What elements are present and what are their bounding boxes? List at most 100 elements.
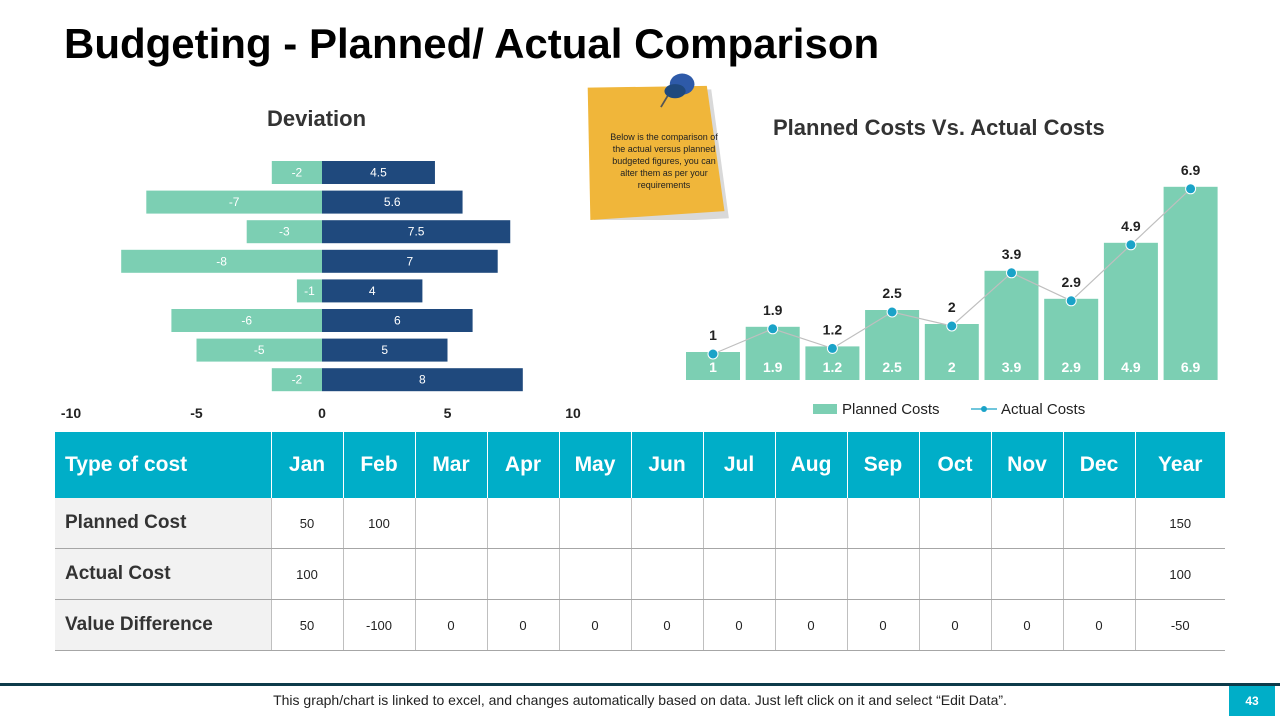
deviation-negative-label: -1 — [304, 284, 315, 298]
column-header: Jun — [630, 432, 703, 498]
table-cell[interactable] — [414, 498, 487, 549]
table-cell[interactable]: 0 — [918, 599, 991, 651]
table-cell[interactable]: 0 — [846, 599, 919, 651]
table-body: Planned Cost 50 100 150 Actual Cost 100 100 Val… — [55, 498, 1225, 651]
table-cell[interactable] — [414, 548, 487, 600]
deviation-negative-bar — [271, 161, 322, 184]
table-cell[interactable]: 150 — [1134, 498, 1225, 549]
column-header: Jul — [702, 432, 775, 498]
column-header: Dec — [1062, 432, 1135, 498]
actual-cost-point — [886, 306, 898, 318]
planned-cost-label: 6.9 — [1181, 359, 1201, 375]
column-header: May — [558, 432, 631, 498]
column-header-type: Type of cost — [55, 432, 271, 498]
column-header: Oct — [918, 432, 991, 498]
planned-cost-bar — [984, 270, 1039, 380]
table-cell[interactable] — [1062, 548, 1135, 600]
table-cell[interactable] — [846, 498, 919, 549]
table-cell[interactable] — [486, 498, 559, 549]
deviation-axis-tick: 0 — [318, 405, 326, 421]
deviation-negative-label: -3 — [279, 225, 290, 239]
actual-cost-point — [1006, 267, 1017, 279]
planned-cost-bar — [686, 352, 740, 380]
planned-cost-label: 2 — [948, 359, 956, 375]
table-cell[interactable]: 0 — [702, 599, 775, 651]
table-cell[interactable] — [774, 498, 847, 549]
table-cell[interactable]: 0 — [774, 599, 847, 651]
table-header-row: Type of cost Jan Feb Mar Apr May Jun Jul Aug Sep O… — [55, 432, 1225, 498]
column-header: Apr — [486, 432, 559, 498]
actual-cost-point — [1185, 183, 1197, 195]
deviation-negative-bar — [271, 368, 322, 392]
legend-planned-swatch — [813, 404, 837, 414]
table-cell[interactable]: 100 — [270, 548, 343, 600]
planned-cost-label: 2.9 — [1061, 359, 1081, 375]
table-cell[interactable] — [558, 498, 631, 549]
actual-cost-point — [1065, 295, 1077, 307]
actual-cost-line — [712, 188, 1192, 355]
actual-cost-point — [767, 323, 779, 335]
column-header: Nov — [990, 432, 1063, 498]
table-cell[interactable] — [342, 548, 415, 600]
deviation-positive-label: 8 — [419, 373, 426, 387]
actual-cost-label: 2.5 — [882, 285, 902, 301]
column-header: Aug — [774, 432, 847, 498]
table-cell[interactable]: 0 — [1062, 599, 1135, 651]
column-header: Mar — [414, 432, 487, 498]
sticky-note — [587, 73, 729, 220]
deviation-positive-label: 7 — [407, 254, 414, 268]
table-cell[interactable] — [1062, 498, 1135, 549]
actual-cost-label: 2 — [948, 299, 956, 315]
table-cell[interactable] — [702, 548, 775, 600]
planned-cost-label: 1.9 — [763, 359, 783, 375]
planned-cost-bar — [924, 324, 979, 380]
deviation-axis-tick: -5 — [190, 405, 203, 421]
deviation-negative-label: -5 — [254, 343, 265, 357]
page-number: 43 — [1229, 686, 1275, 716]
table-cell[interactable] — [918, 548, 991, 600]
table-cell[interactable] — [702, 498, 775, 549]
table-cell[interactable]: -100 — [342, 599, 415, 651]
table-cell[interactable] — [846, 548, 919, 600]
actual-cost-point — [946, 320, 958, 332]
actual-cost-label: 2.9 — [1061, 274, 1081, 290]
table-cell[interactable] — [918, 498, 991, 549]
table-cell[interactable]: 0 — [414, 599, 487, 651]
table-cell[interactable] — [558, 548, 631, 600]
deviation-negative-label: -7 — [229, 195, 240, 209]
table-cell[interactable] — [630, 548, 703, 600]
table-cell[interactable] — [630, 498, 703, 549]
actual-cost-label: 1.2 — [823, 321, 843, 337]
table-cell[interactable] — [990, 548, 1063, 600]
deviation-negative-label: -2 — [292, 373, 303, 387]
deviation-positive-label: 5.6 — [384, 195, 401, 209]
actual-cost-label: 6.9 — [1181, 162, 1201, 178]
deviation-negative-bar — [246, 220, 322, 244]
row-label[interactable]: Actual Cost — [55, 548, 271, 600]
row-label[interactable]: Value Difference — [55, 599, 271, 651]
legend-actual-marker — [981, 406, 987, 412]
footer-note: This graph/chart is linked to excel, and… — [273, 692, 1007, 708]
table-cell[interactable]: 0 — [486, 599, 559, 651]
table-cell[interactable]: 50 — [270, 498, 343, 549]
actual-cost-label: 1.9 — [763, 302, 783, 318]
table-row: Value Difference 50 -100 0 0 0 0 0 0 0 0 0 0 -50 — [55, 599, 1225, 651]
table-cell[interactable]: 0 — [630, 599, 703, 651]
table-cell[interactable]: 100 — [342, 498, 415, 549]
deviation-negative-bar — [171, 309, 322, 332]
table-cell[interactable] — [774, 548, 847, 600]
deviation-positive-bar — [322, 190, 463, 214]
table-cell[interactable]: 100 — [1134, 548, 1225, 600]
table-cell[interactable]: 50 — [270, 599, 343, 651]
table-cell[interactable]: 0 — [558, 599, 631, 651]
table-cell[interactable] — [990, 498, 1063, 549]
deviation-chart-title: Deviation — [267, 106, 367, 131]
planned-cost-bar — [865, 310, 920, 380]
table-cell[interactable]: -50 — [1134, 599, 1225, 651]
table-cell[interactable]: 0 — [990, 599, 1063, 651]
deviation-positive-bar — [322, 161, 435, 184]
page-title: Budgeting - Planned/ Actual Comparison — [64, 20, 880, 67]
planned-cost-bar — [1044, 298, 1099, 380]
table-cell[interactable] — [486, 548, 559, 600]
row-label[interactable]: Planned Cost — [55, 498, 271, 549]
